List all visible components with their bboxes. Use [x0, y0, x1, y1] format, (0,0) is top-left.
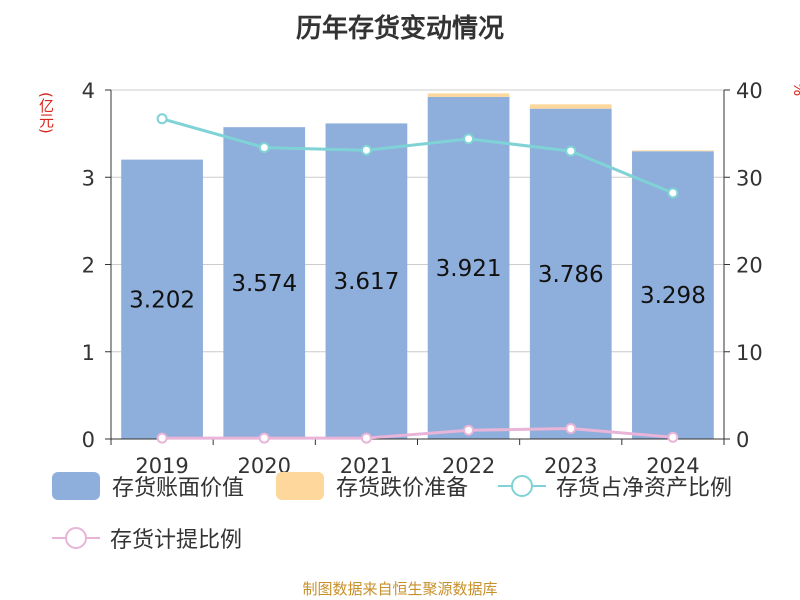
bar-reserve	[632, 150, 714, 152]
point-provision-ratio	[463, 424, 475, 436]
x-axis-tick-label: 2022	[442, 454, 495, 478]
left-axis-unit: (亿元)	[37, 92, 55, 134]
legend-item-book-value[interactable]: 存货账面价值	[52, 470, 244, 502]
left-axis-tick-label: 0	[82, 428, 95, 452]
bar-reserve	[427, 93, 510, 97]
point-net-asset-ratio	[667, 187, 679, 199]
bar-data-label: 3.298	[640, 283, 706, 309]
bar-book-value	[632, 151, 714, 439]
x-axis-tick-label: 2019	[135, 454, 188, 478]
point-net-asset-ratio	[258, 142, 270, 154]
x-axis-tick-label: 2024	[646, 454, 699, 478]
point-net-asset-ratio	[463, 133, 475, 145]
right-axis-tick-label: 0	[736, 428, 749, 452]
chart-title: 历年存货变动情况	[295, 14, 504, 44]
left-axis-tick-label: 4	[82, 79, 95, 103]
legend-label-book-value: 存货账面价值	[112, 476, 245, 501]
line-net-asset-ratio	[161, 117, 674, 195]
legend-label-net-asset-ratio: 存货占净资产比例	[556, 476, 733, 501]
bar-data-label: 3.786	[538, 262, 604, 288]
point-provision-ratio	[258, 432, 270, 444]
legend-item-provision-ratio[interactable]: 存货计提比例	[52, 522, 242, 554]
bar-book-value	[325, 123, 408, 439]
x-axis-tick-label: 2023	[544, 454, 597, 478]
bar-reserve	[529, 104, 612, 109]
bar-book-value	[427, 96, 510, 439]
bar-data-label: 3.202	[129, 287, 195, 313]
point-net-asset-ratio	[360, 144, 372, 156]
point-net-asset-ratio	[565, 145, 577, 157]
legend-label-reserve: 存货跌价准备	[336, 476, 469, 501]
point-provision-ratio	[360, 432, 372, 444]
line-provision-ratio	[162, 427, 674, 440]
bar-data-label: 3.921	[436, 256, 502, 282]
legend-line-icon-net-asset-ratio	[498, 475, 546, 497]
legend-swatch-reserve	[276, 472, 324, 500]
point-net-asset-ratio	[156, 113, 168, 125]
source-note: 制图数据来自恒生聚源数据库	[302, 580, 498, 598]
point-provision-ratio	[667, 431, 679, 443]
legend-line-icon-provision-ratio	[52, 527, 100, 549]
legend-item-net-asset-ratio[interactable]: 存货占净资产比例	[498, 470, 732, 502]
point-provision-ratio	[565, 423, 577, 435]
bar-data-label: 3.617	[333, 269, 399, 295]
legend-swatch-book-value	[52, 472, 100, 500]
bar-book-value	[121, 159, 203, 440]
bar-book-value	[223, 127, 306, 439]
right-axis-unit: %	[790, 82, 800, 97]
x-axis-tick-label: 2021	[340, 454, 393, 478]
left-axis-tick-label: 2	[82, 254, 95, 278]
point-provision-ratio	[156, 432, 168, 444]
right-axis-tick-label: 40	[736, 79, 763, 103]
legend-item-reserve[interactable]: 存货跌价准备	[276, 470, 468, 502]
legend-label-provision-ratio: 存货计提比例	[110, 528, 243, 553]
right-axis-tick-label: 30	[736, 166, 763, 190]
left-axis-tick-label: 3	[82, 166, 95, 190]
right-axis-tick-label: 20	[736, 254, 763, 278]
left-axis-tick-label: 1	[82, 341, 95, 365]
bar-data-label: 3.574	[231, 271, 297, 297]
right-axis-tick-label: 10	[736, 341, 763, 365]
